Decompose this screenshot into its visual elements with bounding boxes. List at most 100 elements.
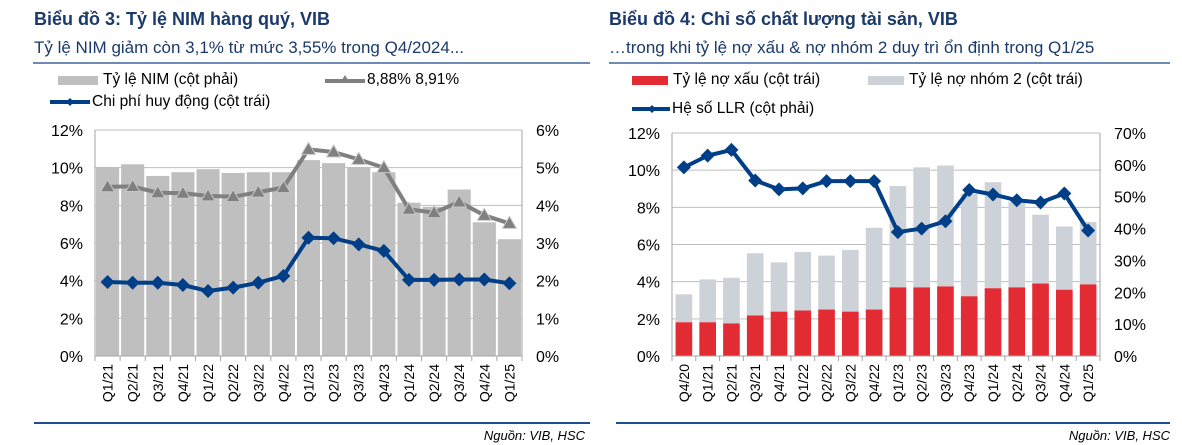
bar-Q4/20 xyxy=(675,294,693,323)
diamond-marker xyxy=(748,173,763,188)
triangle-marker xyxy=(225,188,242,203)
left-axis-tick-label: 2% xyxy=(637,312,660,329)
diamond-marker xyxy=(676,160,691,175)
x-tick-label: Q4/21 xyxy=(771,364,787,402)
chart-subtitle: Tỷ lệ NIM giảm còn 3,1% từ mức 3,55% tro… xyxy=(34,38,464,57)
diamond-marker xyxy=(1033,195,1048,210)
bar-Q1/23 xyxy=(889,287,907,356)
diamond-marker xyxy=(962,183,977,198)
triangle-marker xyxy=(175,185,191,199)
bar-Q4/21 xyxy=(770,262,788,312)
x-tick-label: Q2/22 xyxy=(225,364,241,402)
bar-Q3/22 xyxy=(246,172,270,356)
bar-Q4/22 xyxy=(865,309,883,356)
x-tick-label: Q4/23 xyxy=(961,364,977,402)
triangle-marker xyxy=(250,184,267,198)
left-axis-tick-label: 8% xyxy=(60,198,83,215)
legend-swatch xyxy=(58,75,98,85)
diamond-marker xyxy=(1009,193,1024,208)
bar-Q2/24 xyxy=(1008,287,1026,356)
triangle-marker xyxy=(476,207,493,221)
diamond-marker xyxy=(819,174,834,189)
chart-subtitle: …trong khi tỷ lệ nợ xấu & nợ nhóm 2 duy … xyxy=(609,38,1095,57)
left-axis-tick-label: 0% xyxy=(60,349,83,366)
diamond-marker xyxy=(1081,223,1096,238)
bar-Q1/25 xyxy=(1079,284,1097,356)
chart-plot-nim: 0% 2% 4% 6% 8% 10% 12% 0% 1% 2% 3% 4% 5% 6% Q1/21 Q2/21… xyxy=(51,123,559,402)
diamond-marker xyxy=(986,187,1000,202)
diamond-marker xyxy=(427,272,442,287)
diamond-marker xyxy=(1057,186,1072,201)
diamond-marker xyxy=(795,181,810,196)
legend-label: Tỷ lệ NIM (cột phải) xyxy=(103,71,239,88)
legend-label: Tỷ lệ nợ nhóm 2 (cột trái) xyxy=(909,71,1083,88)
right-axis-tick-label: 60% xyxy=(1114,158,1146,175)
bar-Q1/24 xyxy=(984,182,1002,289)
bar-Q3/23 xyxy=(937,286,954,356)
right-axis-tick-label: 40% xyxy=(1114,222,1146,239)
x-tick-label: Q4/22 xyxy=(866,364,882,402)
bar-Q2/21 xyxy=(723,323,740,356)
right-axis-tick-label: 0% xyxy=(1114,349,1137,366)
bar-Q4/22 xyxy=(271,172,295,356)
diamond-marker xyxy=(201,284,216,299)
bar-Q4/24 xyxy=(1056,226,1073,290)
diamond-marker xyxy=(326,231,341,246)
bottom-divider xyxy=(616,422,1170,424)
diamond-marker xyxy=(502,276,517,291)
chart-plot-asset-quality: 0% 2% 4% 6% 8% 10% 12% 0% 10% 20% 30% 40% 50% 60% 70% Q… xyxy=(628,126,1146,402)
title-divider xyxy=(33,62,590,64)
legend-item-npl: Tỷ lệ nợ xấu (cột trái) xyxy=(632,71,820,89)
triangle-marker xyxy=(501,215,518,229)
legend-item-triangle-line: 8,88% 8,91% xyxy=(325,71,459,89)
bar-Q3/24 xyxy=(1032,214,1049,284)
right-axis-tick-label: 2% xyxy=(536,274,559,291)
diamond-marker xyxy=(351,237,366,252)
bar-Q4/22 xyxy=(865,227,883,310)
diamond-marker xyxy=(175,277,190,292)
x-tick-label: Q3/22 xyxy=(842,364,858,402)
bar-Q3/23 xyxy=(347,166,371,356)
diamond-marker xyxy=(276,268,291,283)
bar-Q1/22 xyxy=(196,169,220,356)
right-axis-tick-label: 30% xyxy=(1114,253,1146,270)
x-tick-label: Q4/24 xyxy=(1056,364,1072,402)
chart-title: Biểu đồ 3: Tỷ lệ NIM hàng quý, VIB xyxy=(34,9,331,29)
x-tick-label: Q1/22 xyxy=(795,364,811,402)
diamond-marker xyxy=(401,272,416,287)
bar-Q2/24 xyxy=(1008,201,1026,288)
bar-Q1/21 xyxy=(699,322,716,356)
left-axis-tick-label: 0% xyxy=(637,349,660,366)
bar-Q4/23 xyxy=(960,296,978,356)
right-axis-tick-label: 50% xyxy=(1114,190,1146,207)
bar-Q2/23 xyxy=(913,287,930,356)
triangle-marker xyxy=(300,141,317,155)
triangle-line-icon xyxy=(325,75,365,83)
bar-Q4/24 xyxy=(472,222,496,356)
x-tick-label: Q4/21 xyxy=(175,364,191,402)
bar-Q1/25 xyxy=(497,239,521,356)
series-line xyxy=(683,147,1090,235)
legend-item-nim: Tỷ lệ NIM (cột phải) xyxy=(58,71,238,89)
left-axis-tick-label: 2% xyxy=(60,311,83,328)
bar-Q1/25 xyxy=(1079,222,1097,285)
right-axis-tick-label: 4% xyxy=(536,198,559,215)
diamond-marker xyxy=(150,275,165,290)
bar-Q1/21 xyxy=(96,166,120,356)
bar-Q2/22 xyxy=(818,255,835,310)
triangle-marker xyxy=(325,144,342,158)
triangle-marker xyxy=(375,159,392,174)
source-note: Nguồn: VIB, HSC xyxy=(483,428,585,443)
x-tick-label: Q2/22 xyxy=(819,364,835,402)
bar-Q1/24 xyxy=(984,288,1002,356)
x-tick-label: Q1/23 xyxy=(890,364,906,402)
left-axis-tick-label: 8% xyxy=(637,200,660,217)
legend-swatch xyxy=(632,75,668,85)
right-axis-tick-label: 70% xyxy=(1114,126,1146,143)
chart-title: Biểu đồ 4: Chỉ số chất lượng tài sản, VI… xyxy=(609,9,958,29)
x-tick-label: Q1/21 xyxy=(100,364,116,402)
diamond-line-icon xyxy=(632,105,670,113)
diamond-marker xyxy=(914,221,929,236)
left-axis-tick-label: 6% xyxy=(637,238,660,255)
legend-label: Tỷ lệ nợ xấu (cột trái) xyxy=(673,71,821,88)
